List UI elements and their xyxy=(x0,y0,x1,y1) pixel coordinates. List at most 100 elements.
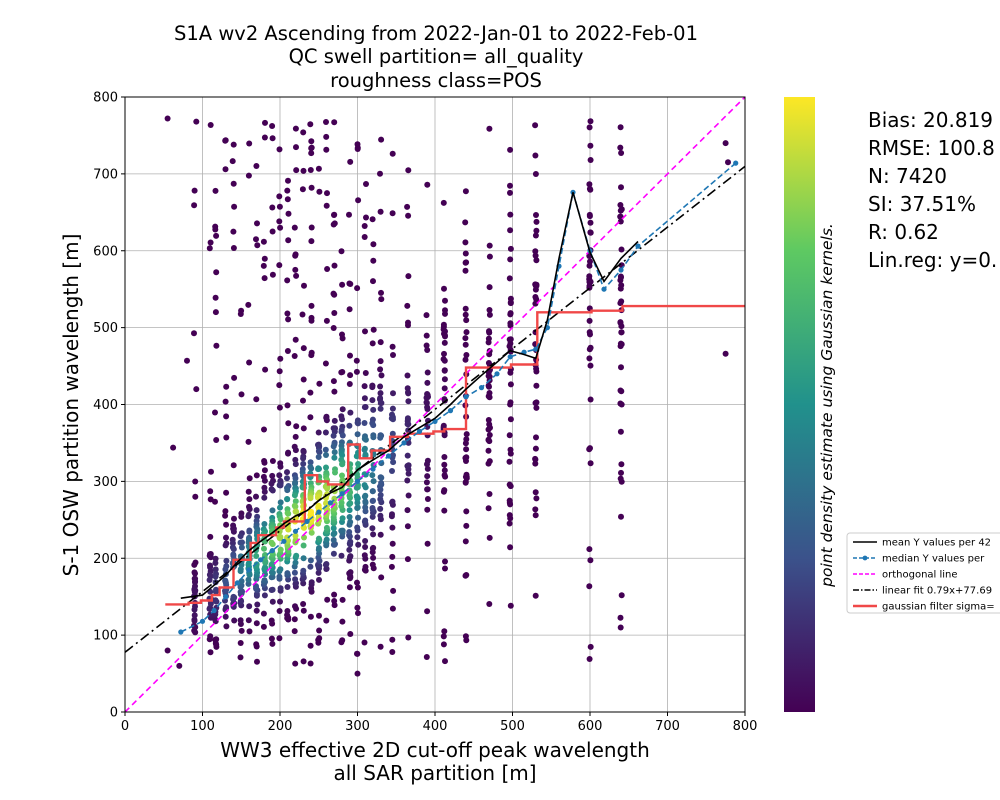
scatter-point xyxy=(261,488,268,495)
median-line xyxy=(180,162,737,633)
scatter-point xyxy=(441,285,447,292)
scatter-point xyxy=(377,492,384,498)
scatter-point xyxy=(222,613,229,620)
median-marker xyxy=(211,607,217,614)
scatter-point xyxy=(532,300,539,307)
scatter-point xyxy=(377,170,383,177)
scatter-point xyxy=(223,534,229,541)
scatter-point xyxy=(424,379,431,386)
stat-line: R: 0.62 xyxy=(868,220,939,244)
scatter-point xyxy=(441,472,448,479)
scatter-point xyxy=(300,555,307,562)
median-marker xyxy=(370,466,376,472)
scatter-point xyxy=(238,627,245,634)
scatter-point xyxy=(339,637,346,644)
scatter-point xyxy=(315,454,322,460)
scatter-point xyxy=(238,544,245,551)
scatter-point xyxy=(246,475,253,482)
scatter-point xyxy=(355,420,361,427)
scatter-point xyxy=(362,498,369,505)
scatter-point xyxy=(370,326,377,333)
scatter-point xyxy=(207,488,214,495)
scatter-point xyxy=(377,358,384,365)
y-tick-label: 400 xyxy=(93,398,118,413)
scatter-point xyxy=(339,281,346,288)
scatter-point xyxy=(262,119,268,126)
scatter-point xyxy=(323,561,330,567)
scatter-point xyxy=(506,512,513,519)
scatter-point xyxy=(377,643,384,650)
scatter-point xyxy=(277,499,284,506)
y-tick-label: 700 xyxy=(93,167,118,182)
scatter-point xyxy=(229,540,236,547)
scatter-point xyxy=(485,382,492,389)
scatter-point xyxy=(463,454,470,461)
scatter-point xyxy=(618,282,625,289)
scatter-point xyxy=(370,434,377,441)
scatter-point xyxy=(246,603,253,610)
scatter-point xyxy=(237,533,244,540)
y-tick-label: 600 xyxy=(93,244,118,259)
scatter-point xyxy=(331,310,338,316)
scatter-point xyxy=(308,317,315,324)
scatter-point xyxy=(300,167,307,174)
scatter-point xyxy=(323,464,329,471)
scatter-point xyxy=(377,474,384,481)
scatter-point xyxy=(330,525,337,532)
scatter-point xyxy=(260,262,267,269)
scatter-point xyxy=(370,497,376,504)
x-tick-label: 700 xyxy=(655,719,680,734)
scatter-point xyxy=(330,378,337,385)
scatter-point xyxy=(316,612,322,619)
scatter-point xyxy=(586,583,593,590)
scatter-point xyxy=(284,608,291,614)
scatter-point xyxy=(405,398,412,405)
scatter-point xyxy=(486,432,493,438)
scatter-point xyxy=(389,405,396,412)
scatter-point xyxy=(486,329,493,336)
scatter-point xyxy=(618,364,624,371)
scatter-point xyxy=(347,352,353,359)
scatter-point xyxy=(462,335,469,342)
scatter-point xyxy=(354,579,360,586)
scatter-point xyxy=(441,367,448,374)
scatter-point xyxy=(292,266,299,273)
scatter-point xyxy=(269,228,276,235)
scatter-point xyxy=(285,420,292,427)
scatter-point xyxy=(300,567,307,574)
scatter-point xyxy=(262,366,269,373)
scatter-point xyxy=(462,250,469,257)
scatter-point xyxy=(424,540,431,547)
scatter-point xyxy=(330,537,337,543)
scatter-point xyxy=(346,306,353,313)
colorbar xyxy=(784,97,815,712)
scatter-point xyxy=(284,584,291,590)
scatter-point xyxy=(486,390,493,396)
scatter-point xyxy=(291,569,298,576)
scatter-point xyxy=(300,601,307,607)
scatter-point xyxy=(507,182,513,189)
scatter-point xyxy=(222,137,229,144)
scatter-point xyxy=(618,298,625,305)
scatter-point xyxy=(308,138,315,145)
scatter-point xyxy=(532,248,539,255)
median-marker xyxy=(354,478,361,484)
scatter-point xyxy=(617,387,624,394)
scatter-point xyxy=(276,404,283,411)
scatter-point xyxy=(330,325,337,331)
scatter-point xyxy=(389,540,396,547)
scatter-point xyxy=(222,577,229,584)
scatter-point xyxy=(213,636,220,643)
scatter-point xyxy=(405,167,412,174)
scatter-point xyxy=(293,272,300,279)
legend: mean Y values per 42 median Y values per o… xyxy=(846,532,1000,614)
scatter-point xyxy=(507,189,513,196)
scatter-point xyxy=(212,294,219,301)
scatter-point xyxy=(339,452,346,459)
scatter-point xyxy=(300,397,306,404)
scatter-point xyxy=(223,434,230,441)
scatter-point xyxy=(462,538,469,545)
scatter-point xyxy=(725,159,731,166)
scatter-point xyxy=(441,487,448,494)
scatter-point xyxy=(424,608,431,615)
